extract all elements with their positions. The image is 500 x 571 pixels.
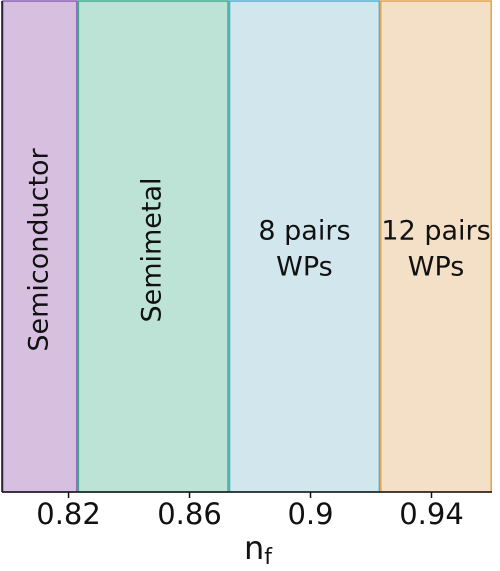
region-label: WPs [408,252,465,283]
region [228,0,381,493]
region-label: 12 pairs [381,216,490,247]
region-label: Semimetal [137,177,168,322]
x-tick-label: 0.86 [157,497,222,531]
x-tick-label: 0.9 [287,497,333,531]
region [2,0,78,493]
region-label: 8 pairs [258,216,350,247]
region-label: Semiconductor [23,147,54,351]
x-tick-label: 0.94 [399,497,464,531]
x-axis-label: nf [244,529,273,570]
region-label: WPs [276,252,333,283]
x-axis-label-base: n [244,529,264,567]
x-tick-label: 0.82 [36,497,101,531]
region [380,0,493,493]
x-axis-label-sub: f [264,545,273,570]
region [77,0,229,493]
